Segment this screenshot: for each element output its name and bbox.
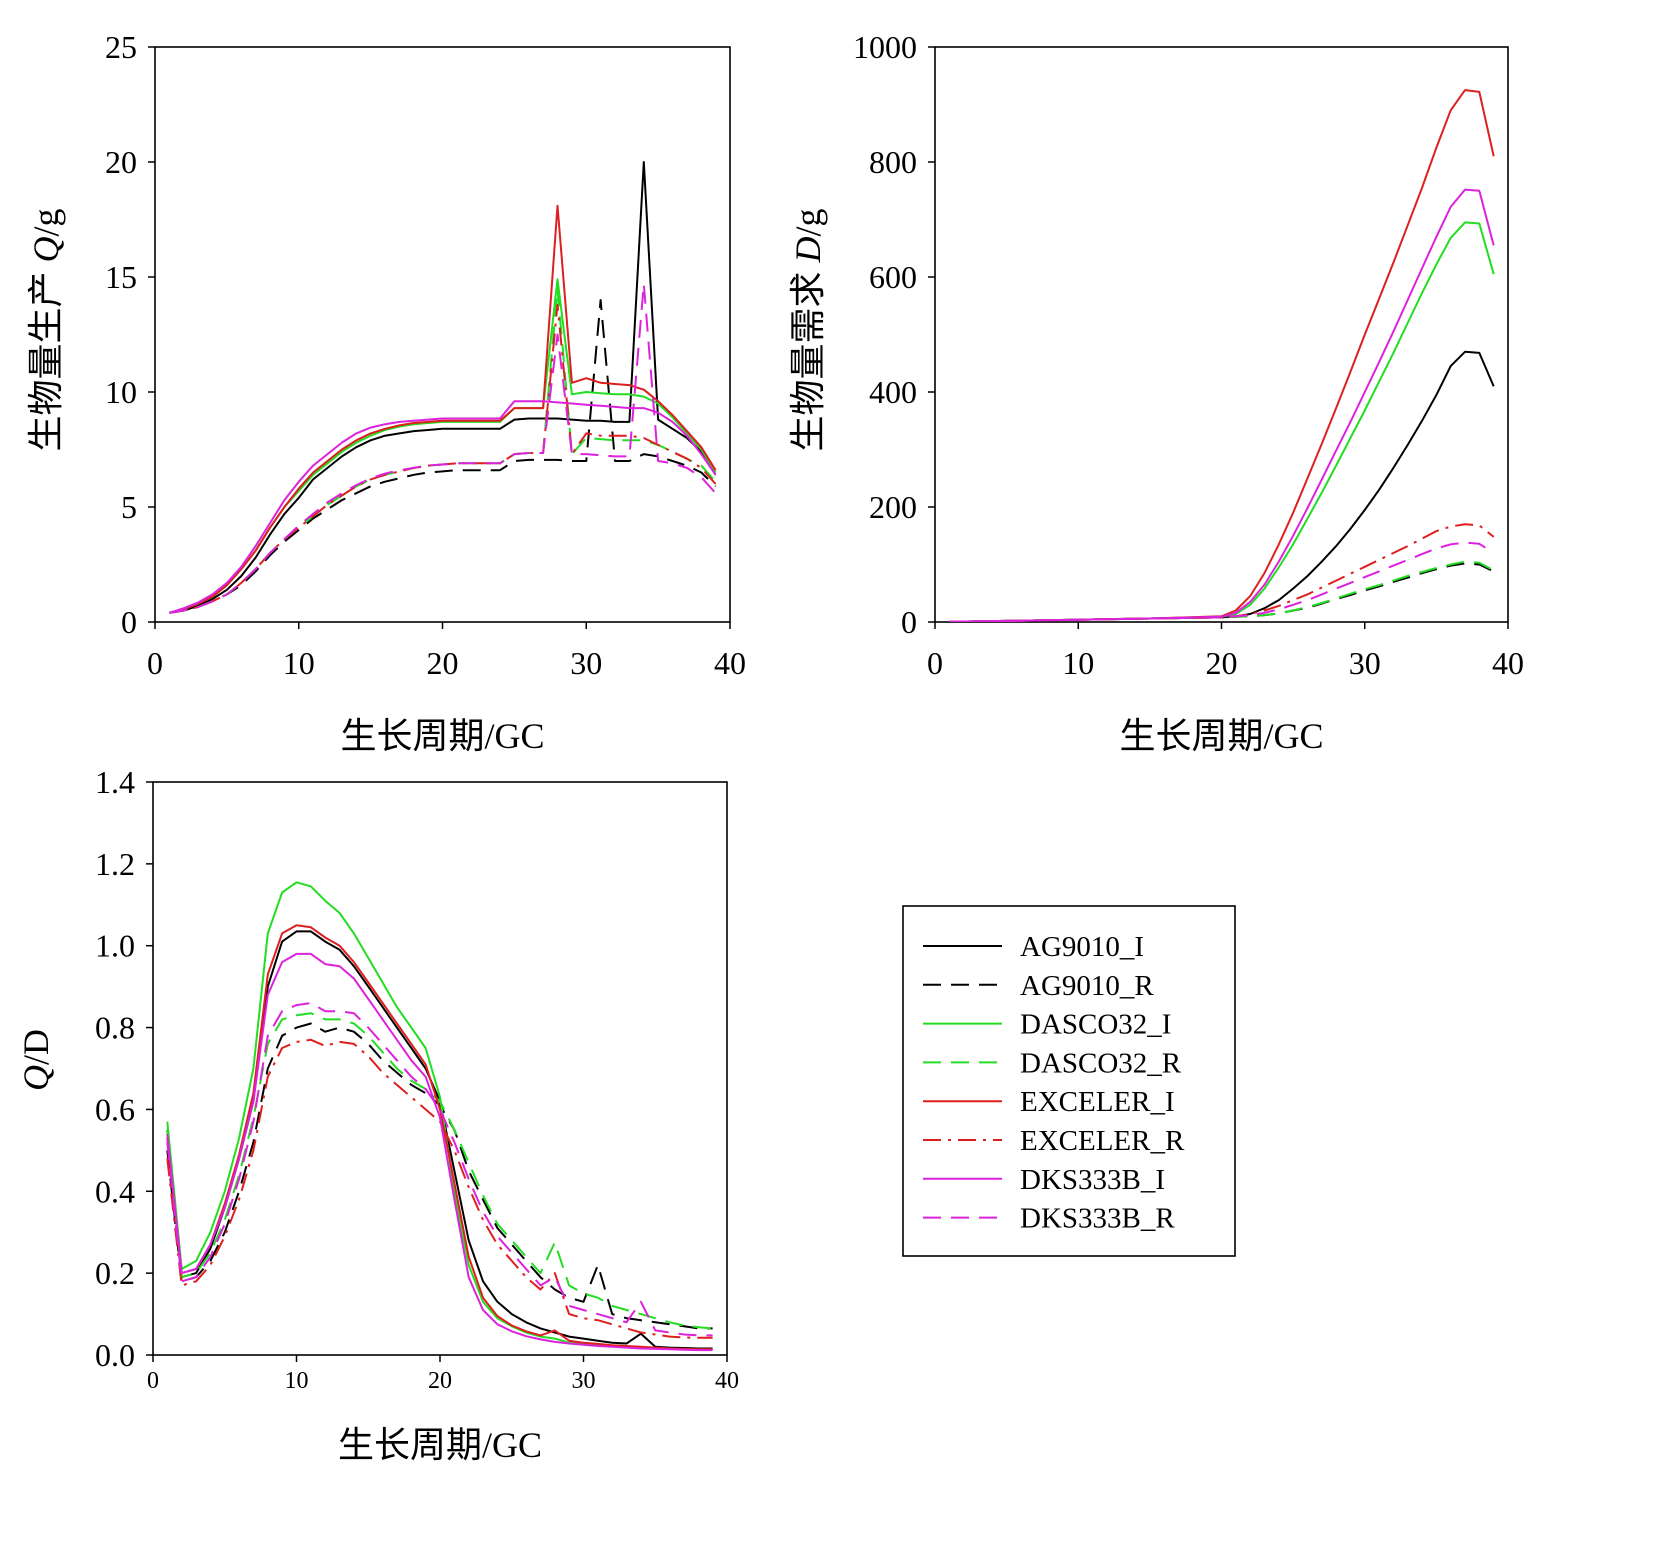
- y-axis-title: Q/D: [16, 1029, 56, 1091]
- series-line-exceler-i: [169, 204, 717, 614]
- y-tick-label: 0: [121, 604, 137, 640]
- x-tick-label: 10: [1062, 645, 1094, 681]
- legend-label: EXCELER_R: [1020, 1125, 1185, 1157]
- legend-label: DASCO32_R: [1020, 1047, 1182, 1079]
- y-tick-label: 0.4: [95, 1173, 135, 1209]
- x-tick-label: 0: [147, 1368, 159, 1394]
- y-tick-label: 5: [121, 489, 137, 525]
- legend-label: AG9010_R: [1020, 970, 1154, 1002]
- x-tick-label: 40: [1492, 645, 1524, 681]
- y-tick-label: 600: [869, 259, 917, 295]
- series-line-dks333b-r: [949, 541, 1495, 622]
- y-tick-label: 25: [105, 29, 137, 65]
- x-axis-title: 生长周期/GC: [1119, 716, 1323, 756]
- x-tick-label: 10: [283, 645, 315, 681]
- series-line-dasco32-r: [166, 1012, 713, 1330]
- x-tick-label: 10: [285, 1368, 309, 1394]
- x-tick-label: 30: [572, 1368, 596, 1394]
- y-tick-label: 0: [901, 604, 917, 640]
- series-line-dks333b-r: [166, 1002, 713, 1337]
- legend-label: DASCO32_I: [1020, 1009, 1171, 1041]
- y-tick-label: 15: [105, 259, 137, 295]
- series-line-exceler-i: [166, 924, 713, 1351]
- y-tick-label: 1.2: [95, 846, 135, 882]
- series-line-ag9010-r: [166, 1022, 713, 1330]
- series-line-ag9010-r: [169, 299, 717, 614]
- y-axis-title: 生物量需求 D/g: [788, 208, 828, 451]
- y-tick-label: 800: [869, 144, 917, 180]
- y-tick-label: 400: [869, 374, 917, 410]
- x-tick-label: 20: [428, 1368, 452, 1394]
- y-tick-label: 1.4: [95, 764, 135, 800]
- y-tick-label: 0.0: [95, 1337, 135, 1373]
- x-tick-label: 30: [570, 645, 602, 681]
- legend: AG9010_I AG9010_R DASCO32_I DASCO32_R EXCELE…: [902, 905, 1236, 1257]
- x-tick-label: 30: [1349, 645, 1381, 681]
- series-line-dks333b-r: [169, 282, 717, 614]
- y-tick-label: 1.0: [95, 928, 135, 964]
- y-tick-label: 1000: [853, 29, 917, 65]
- x-tick-label: 0: [927, 645, 943, 681]
- y-tick-label: 20: [105, 144, 137, 180]
- y-tick-label: 0.2: [95, 1255, 135, 1291]
- panel-biomass-production: 0 10 20 30 40 0 5 10 15 20 25 生长周期/GC 生物量生产 Q/g: [26, 29, 746, 756]
- x-axis-title: 生长周期/GC: [340, 716, 544, 756]
- y-tick-label: 0.8: [95, 1010, 135, 1046]
- series-line-dks333b-i: [169, 400, 717, 614]
- y-tick-label: 10: [105, 374, 137, 410]
- y-tick-label: 200: [869, 489, 917, 525]
- legend-label: EXCELER_I: [1020, 1086, 1175, 1118]
- x-tick-label: 0: [147, 645, 163, 681]
- series-line-dks333b-i: [166, 952, 713, 1352]
- legend-label: AG9010_I: [1020, 931, 1144, 963]
- legend-label: DKS333B_R: [1020, 1203, 1175, 1235]
- y-axis-title: 生物量生产 Q/g: [26, 208, 66, 451]
- x-axis-title: 生长周期/GC: [338, 1425, 542, 1465]
- legend-label: DKS333B_I: [1020, 1164, 1165, 1196]
- legend-box: [902, 905, 1236, 1257]
- y-tick-label: 0.6: [95, 1091, 135, 1127]
- x-tick-label: 20: [1206, 645, 1238, 681]
- x-tick-label: 20: [427, 645, 459, 681]
- x-tick-label: 40: [715, 1368, 739, 1394]
- series-line-ag9010-i: [169, 161, 717, 614]
- panel-q-over-d-ratio: 0 10 20 30 40 0.0 0.2 0.4 0.6 0.8 1.0 1.2 1.4 生长周期/GC…: [16, 764, 739, 1465]
- x-tick-label: 40: [714, 645, 746, 681]
